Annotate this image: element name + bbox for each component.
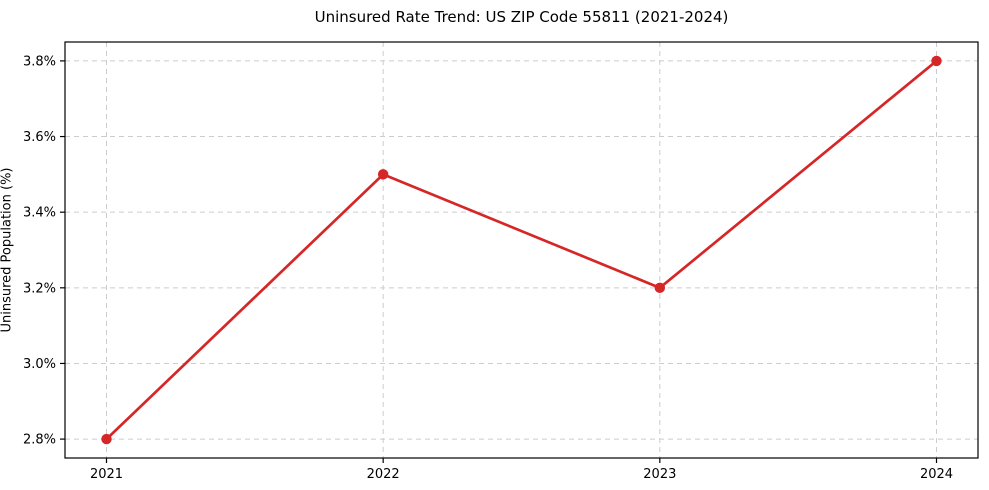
x-tick-label: 2024 (920, 467, 953, 482)
axes-border (64, 41, 979, 459)
x-tick-label: 2021 (90, 467, 123, 482)
data-point-marker (377, 169, 389, 180)
chart-title: Uninsured Rate Trend: US ZIP Code 55811 … (314, 8, 729, 26)
y-tick-label: 3.4% (23, 206, 56, 221)
y-tick-label: 3.2% (23, 281, 56, 296)
y-tick-label: 2.8% (23, 433, 56, 448)
data-point-marker (654, 282, 666, 294)
x-tick-label: 2022 (367, 467, 400, 482)
data-point-marker (101, 433, 112, 445)
y-tick-label: 3.8% (23, 54, 56, 69)
y-tick-label: 3.6% (23, 130, 56, 145)
x-tick-label: 2023 (643, 467, 676, 482)
data-point-marker (931, 55, 942, 67)
series-line (105, 59, 938, 441)
y-tick-label: 3.0% (23, 357, 56, 372)
